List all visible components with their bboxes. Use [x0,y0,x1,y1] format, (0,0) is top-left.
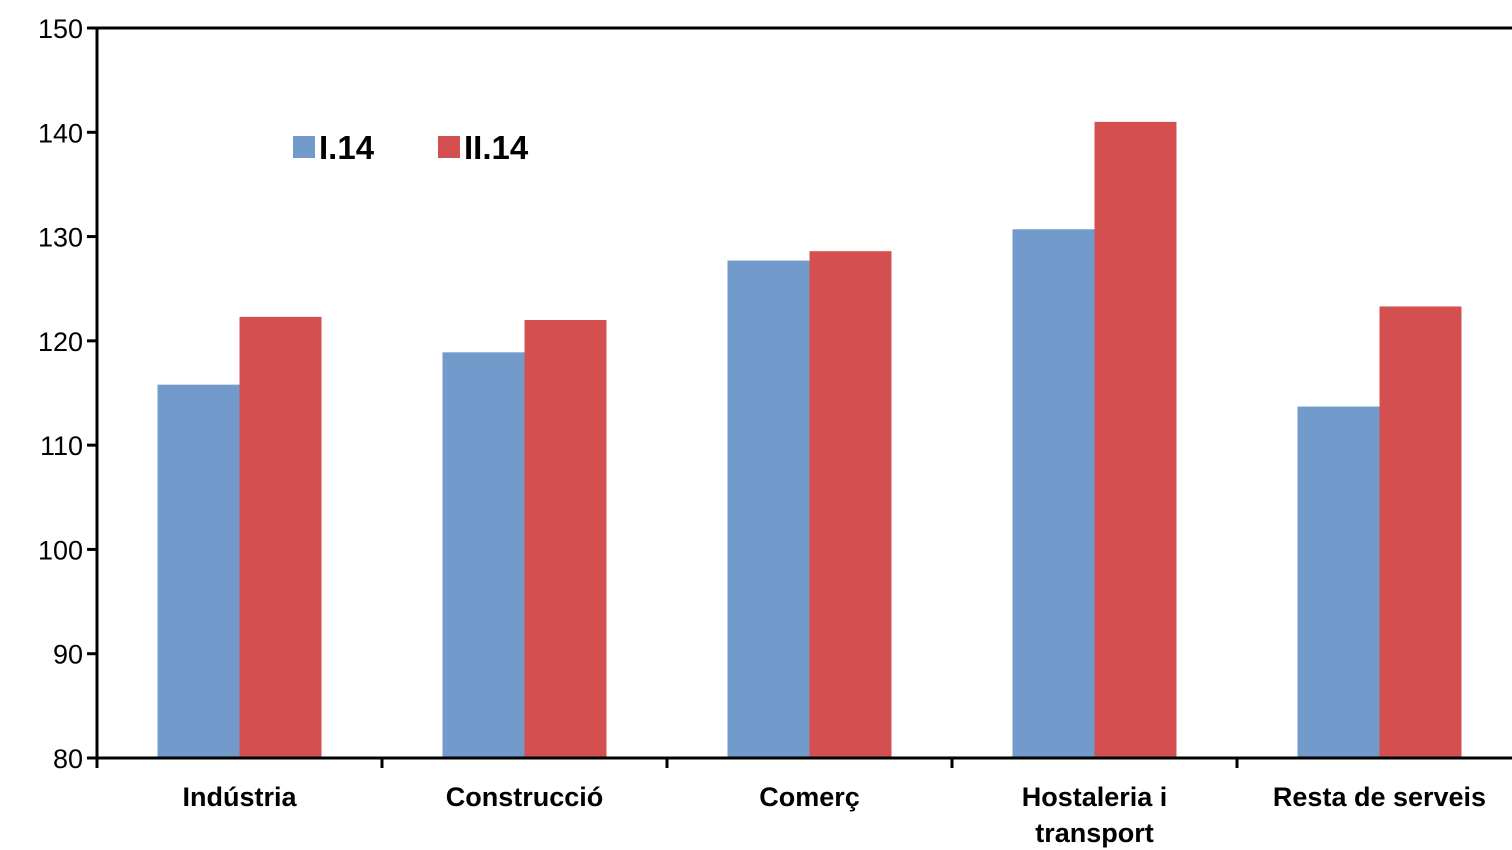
y-tick-label-120: 120 [38,327,83,357]
bar-2-4 [1094,121,1177,759]
x-category-label-4-line-1: Hostaleria i [1022,782,1168,812]
y-tick-label-90: 90 [53,640,83,670]
bars-layer [157,121,1462,759]
x-category-label-2: Construcció [446,782,604,812]
x-category-label-3: Comerç [759,782,860,812]
legend-swatch-1 [293,136,315,158]
bar-1-1 [157,384,240,758]
bar-2-5 [1379,306,1462,758]
axes-layer [87,26,1512,768]
y-tick-label-80: 80 [53,744,83,774]
legend: I.14 II.14 [293,129,529,166]
bar-2-3 [809,251,892,758]
x-category-label-4-line-2: transport [1035,818,1154,848]
bar-1-5 [1297,406,1380,758]
bar-2-2 [524,320,607,758]
bar-1-4 [1012,229,1095,758]
x-category-label-5: Resta de serveis [1273,782,1486,812]
legend-label-2: II.14 [464,129,529,166]
bar-1-2 [442,352,525,758]
x-category-label-1: Indústria [182,782,297,812]
bar-2-1 [239,316,322,758]
bar-1-3 [727,260,810,758]
y-tick-label-150: 150 [38,14,83,44]
y-tick-label-130: 130 [38,223,83,253]
labels-layer: 80 90 100 110 120 130 140 150 Indústria Construcc… [38,14,1486,848]
legend-label-1: I.14 [319,129,375,166]
y-tick-label-140: 140 [38,118,83,148]
y-tick-label-100: 100 [38,535,83,565]
y-tick-label-110: 110 [40,431,83,461]
legend-swatch-2 [438,136,460,158]
